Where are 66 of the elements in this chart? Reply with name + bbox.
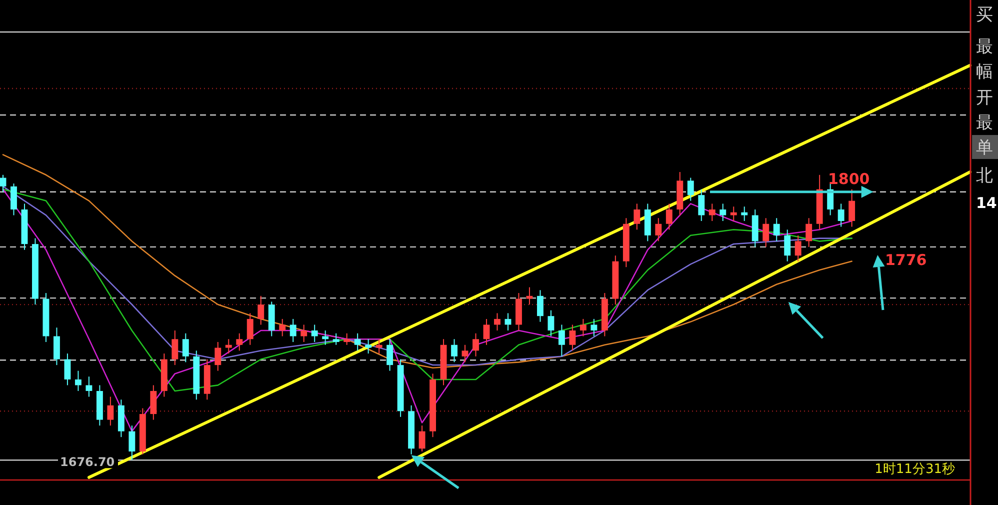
candlestick xyxy=(322,330,329,346)
candlestick xyxy=(590,318,598,337)
candlestick xyxy=(794,234,802,262)
candlestick xyxy=(687,177,694,202)
candlestick xyxy=(762,218,770,248)
candlestick xyxy=(494,312,500,331)
candlestick xyxy=(462,344,468,363)
candlestick xyxy=(720,203,726,222)
text: 最 xyxy=(976,113,993,133)
candlestick xyxy=(708,203,716,222)
annotation: 1676.70 xyxy=(60,455,115,470)
candlestick xyxy=(558,324,565,357)
annotation: 1800 xyxy=(828,170,870,188)
candlestick xyxy=(418,425,426,452)
annotation: 1776 xyxy=(885,250,927,269)
candlestick xyxy=(806,218,812,248)
text: 14 xyxy=(976,194,997,212)
candlestick xyxy=(107,396,114,426)
candlestick xyxy=(580,318,586,337)
candlestick xyxy=(236,332,243,352)
candlestick xyxy=(569,324,576,352)
candlestick xyxy=(86,376,92,398)
text: 北 xyxy=(976,166,993,186)
candlestick xyxy=(386,338,394,372)
candlestick xyxy=(634,203,640,230)
candlestick xyxy=(548,310,554,337)
candlestick xyxy=(784,229,791,262)
candlestick xyxy=(344,332,350,346)
candlestick xyxy=(655,218,662,242)
text: 买 xyxy=(976,5,993,25)
candlestick xyxy=(537,290,544,322)
candlestick xyxy=(300,324,308,342)
candlestick xyxy=(258,295,264,326)
candlestick xyxy=(246,312,254,346)
candlestick xyxy=(332,332,340,346)
candlestick xyxy=(54,327,60,366)
candlestick xyxy=(698,188,705,222)
candlestick xyxy=(526,286,533,306)
candlestick xyxy=(225,338,232,354)
candlestick xyxy=(182,332,189,363)
candlestick xyxy=(150,384,157,420)
candlestick xyxy=(451,338,458,363)
candlestick xyxy=(172,330,178,366)
candlestick xyxy=(376,338,382,354)
text: 最 xyxy=(976,37,993,57)
text: 幅 xyxy=(976,62,993,82)
candlestick xyxy=(365,338,372,354)
candlestick xyxy=(773,218,780,242)
text: 单 xyxy=(976,138,993,158)
candlestick xyxy=(279,318,286,337)
candlestick xyxy=(128,425,136,461)
candlestick xyxy=(311,324,318,342)
candlestick xyxy=(354,332,361,352)
candlestick xyxy=(838,203,844,228)
candlestick xyxy=(666,203,672,230)
candlestick xyxy=(472,332,479,357)
candlestick xyxy=(0,174,6,193)
text: 1时11分31秒 xyxy=(874,462,955,477)
text: 开 xyxy=(976,88,993,108)
candlestick xyxy=(10,183,17,216)
candlestick xyxy=(64,353,71,386)
candlestick xyxy=(214,342,222,372)
candlestick xyxy=(290,318,296,342)
candlestick xyxy=(74,370,82,392)
candlestick xyxy=(483,318,490,346)
candlestick xyxy=(848,188,856,228)
